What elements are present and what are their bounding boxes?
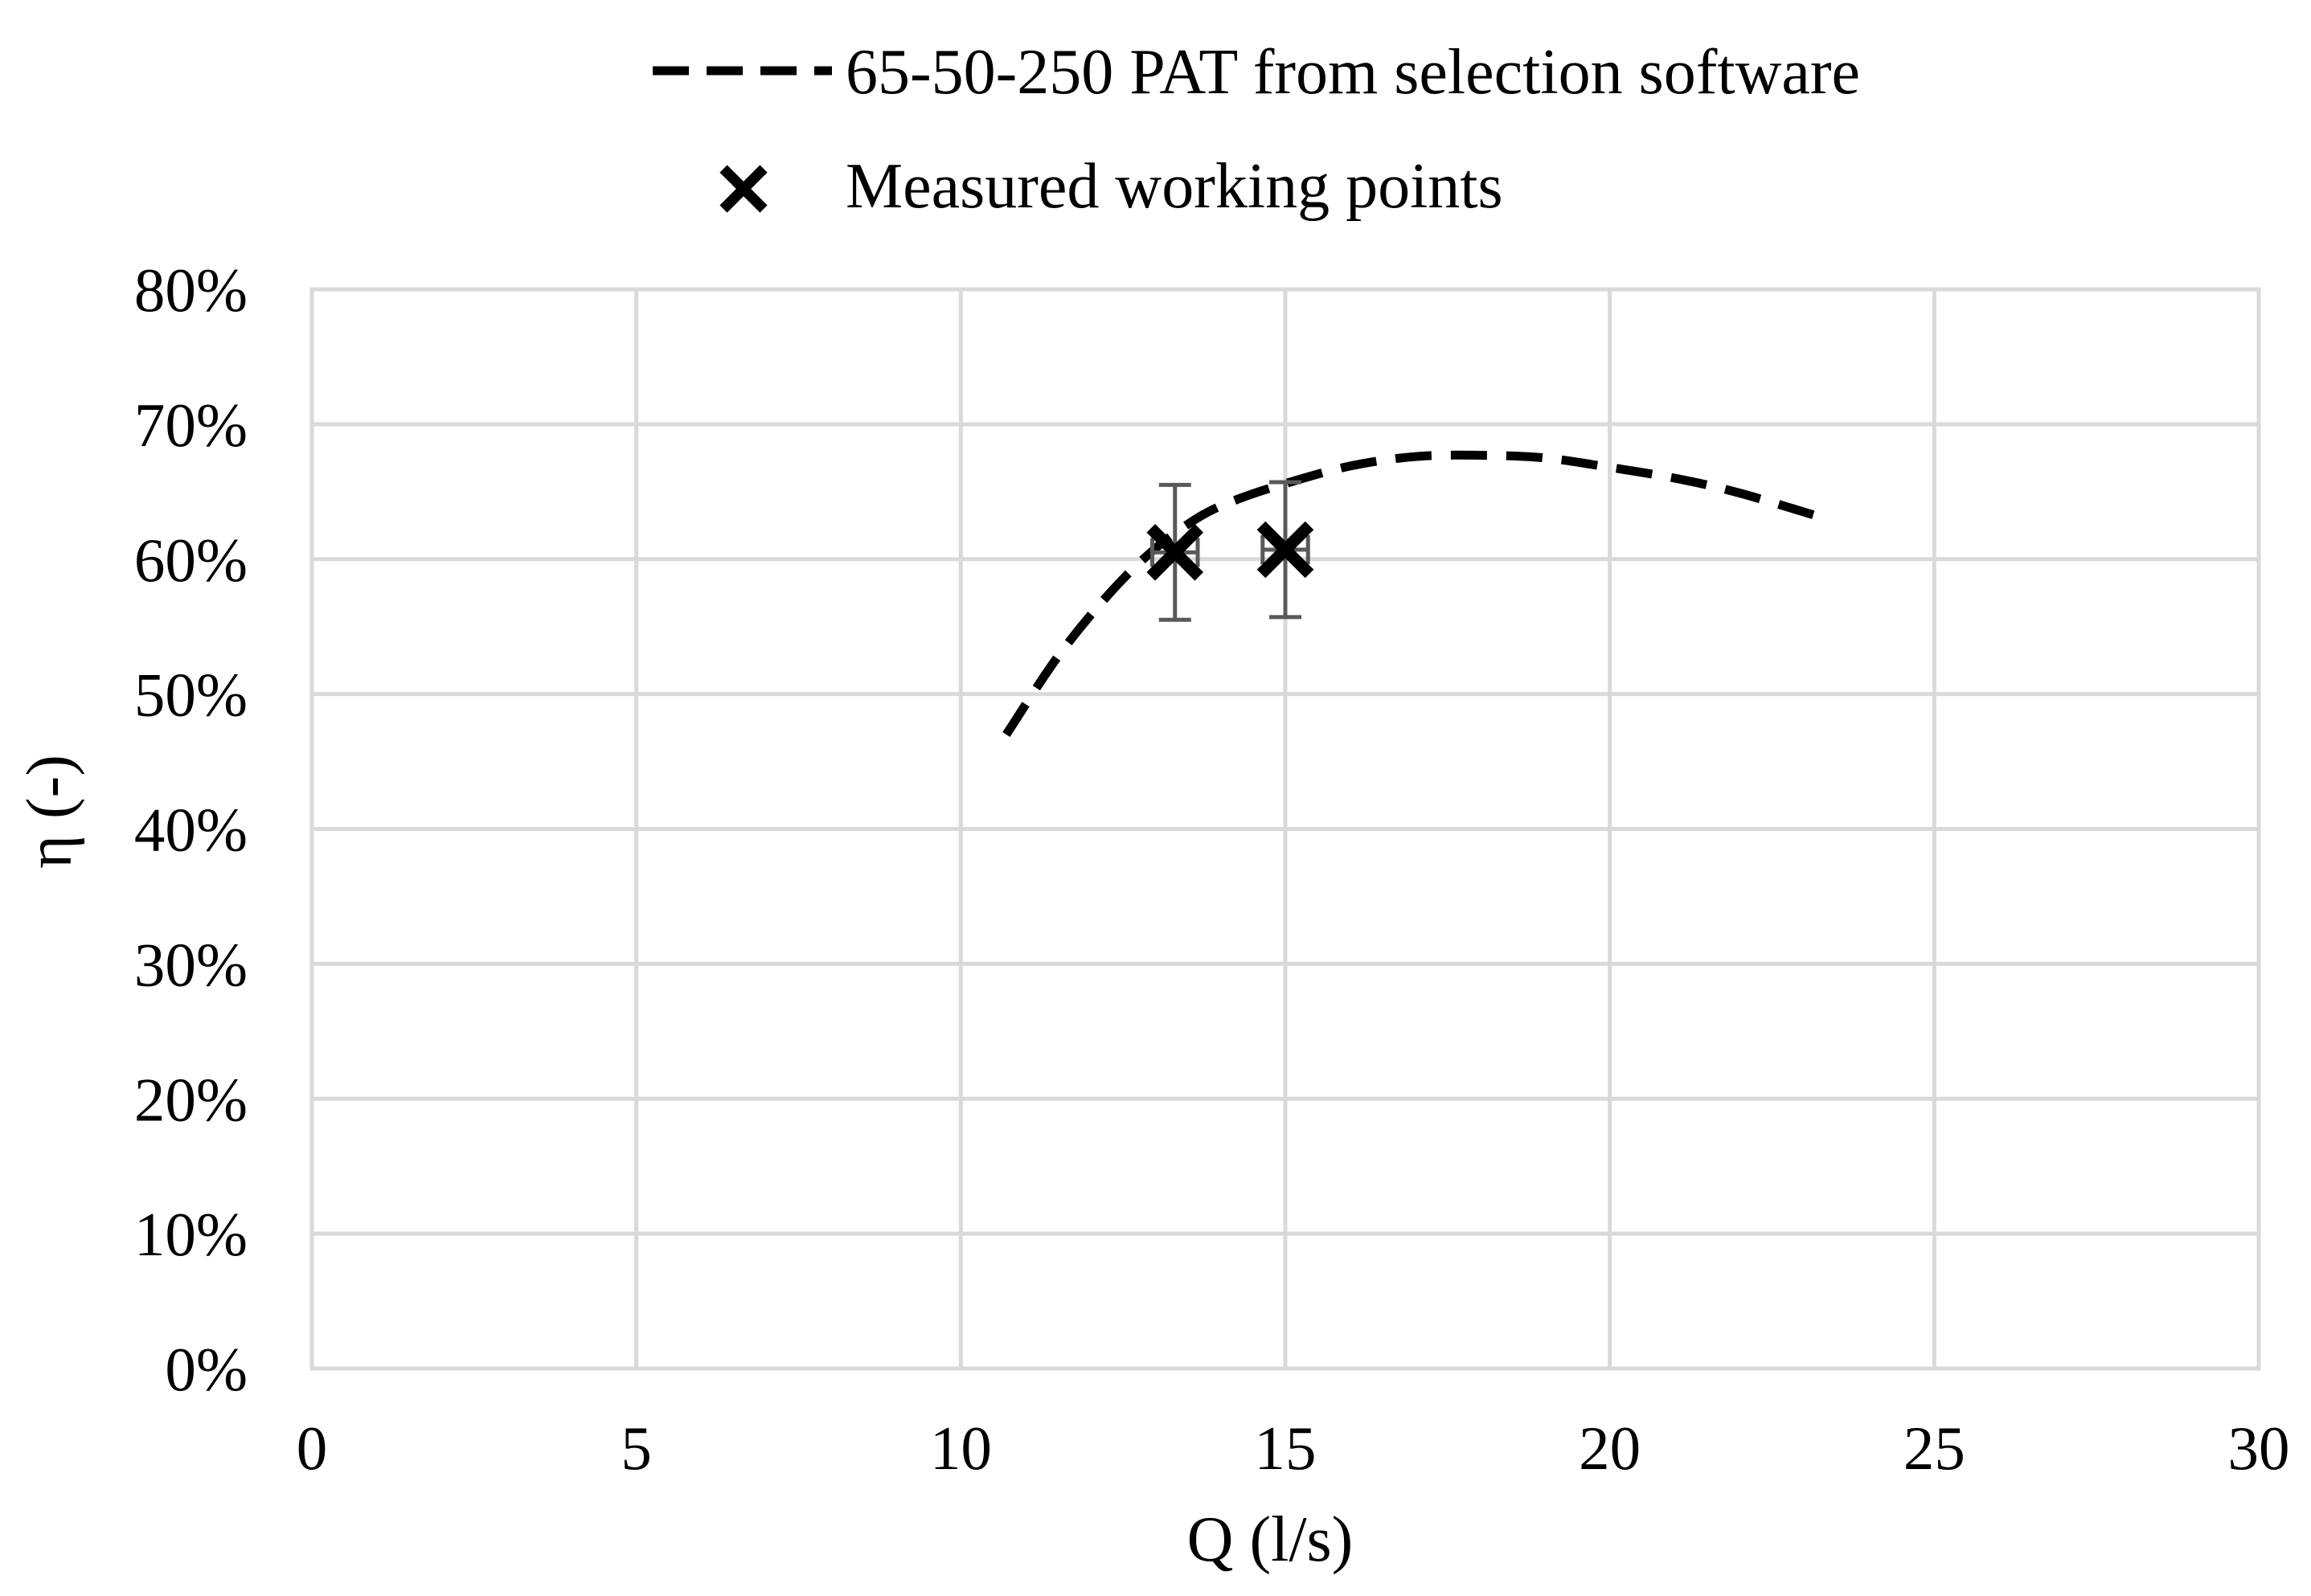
y-tick-label: 10%: [134, 1200, 248, 1269]
y-tick-label: 80%: [134, 256, 248, 325]
x-axis-title: Q (l/s): [1187, 1504, 1354, 1575]
plot-border: [309, 287, 2261, 1371]
x-axis-ticks: 0 5 10 15 20 25 30: [297, 1414, 2290, 1483]
y-tick-label: 30%: [134, 930, 248, 999]
series-line-pat-selection: [1002, 450, 1832, 738]
y-axis-title: η (-): [14, 755, 85, 869]
series-layer: [1002, 450, 1832, 738]
x-marker-stroke-b: [1256, 521, 1314, 579]
y-tick-label: 70%: [134, 391, 248, 460]
grid: [309, 287, 2261, 1371]
y-tick-label: 0%: [165, 1335, 248, 1404]
measured-point: [1146, 482, 1204, 622]
x-tick-label: 15: [1255, 1414, 1317, 1483]
plot-area: [309, 287, 2261, 1371]
y-axis-ticks: 0% 10% 20% 30% 40% 50% 60% 70% 80%: [134, 256, 248, 1404]
y-tick-label: 60%: [134, 526, 248, 595]
x-tick-label: 25: [1903, 1414, 1965, 1483]
x-tick-label: 30: [2228, 1414, 2290, 1483]
x-tick-label: 10: [930, 1414, 992, 1483]
x-tick-label: 0: [297, 1414, 328, 1483]
measured-point: [1256, 480, 1314, 620]
legend-label-series-2: Measured working points: [846, 151, 1503, 222]
y-tick-label: 40%: [134, 796, 248, 865]
y-tick-label: 50%: [134, 661, 248, 730]
legend: 65-50-250 PAT from selection software Me…: [653, 37, 1860, 222]
legend-x-marker: [719, 165, 768, 213]
x-marker-stroke-b: [1146, 524, 1204, 581]
x-tick-label: 20: [1579, 1414, 1641, 1483]
x-tick-label: 5: [621, 1414, 652, 1483]
y-tick-label: 20%: [134, 1065, 248, 1134]
legend-label-series-1: 65-50-250 PAT from selection software: [846, 37, 1860, 108]
